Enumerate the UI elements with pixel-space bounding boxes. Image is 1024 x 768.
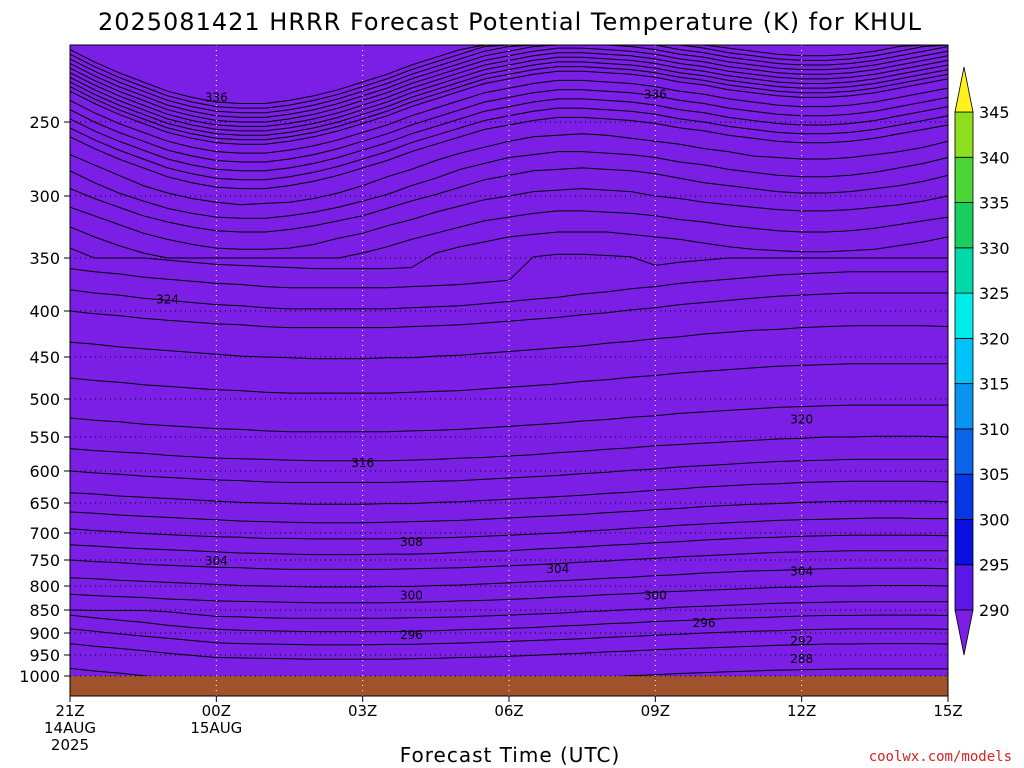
y-tick-label: 650: [29, 494, 60, 513]
x-tick-date: 15AUG: [190, 719, 242, 737]
y-tick-label: 950: [29, 646, 60, 665]
colorbar-segment: [954, 202, 974, 249]
contour-line: [70, 151, 948, 219]
x-tick-label: 03Z: [348, 702, 377, 720]
colorbar-segment: [954, 564, 974, 611]
contour-line: [70, 231, 948, 270]
colorbar-segment: [954, 156, 974, 203]
contour-line: [70, 70, 948, 145]
contour-line: [70, 404, 948, 433]
colorbar-tick-label: 290: [979, 601, 1010, 620]
contour-line: [70, 567, 948, 588]
colorbar-segment: [954, 383, 974, 430]
y-tick-label: 350: [29, 249, 60, 268]
colorbar-segment: [954, 337, 974, 385]
y-tick-label: 750: [29, 551, 60, 570]
contour-line: [70, 61, 948, 136]
contour-label: 296: [400, 628, 423, 642]
colorbar-segment: [954, 473, 974, 520]
contour-label: 304: [205, 554, 228, 568]
x-tick-label: 06Z: [494, 702, 523, 720]
colorbar-tick-label: 340: [979, 148, 1010, 167]
y-tick-label: 550: [29, 428, 60, 447]
colorbar-tick-label: 325: [979, 284, 1010, 303]
x-axis-label: Forecast Time (UTC): [400, 743, 621, 767]
contour-labels: 336 336 324 320 316 308 304 304 304 300 300 296 296 2…: [156, 87, 813, 666]
contour-label: 292: [790, 634, 813, 648]
x-tick-label: 12Z: [787, 702, 816, 720]
colorbar-tick-label: 310: [979, 420, 1010, 439]
x-tick-date: 14AUG: [44, 719, 96, 737]
y-tick-label: 300: [29, 187, 60, 206]
contour-label: 296: [693, 616, 716, 630]
contour-line: [70, 66, 948, 141]
colorbar-tick-label: 335: [979, 194, 1010, 213]
contour-label: 304: [790, 564, 813, 578]
contour-label: 300: [644, 589, 667, 603]
colorbar-tick-label: 320: [979, 329, 1010, 348]
y-tick-label: 400: [29, 302, 60, 321]
y-tick-label: 250: [29, 113, 60, 132]
y-tick-label: 500: [29, 390, 60, 409]
contour-label: 300: [400, 589, 423, 603]
contour-label: 316: [351, 456, 374, 470]
colorbar-tick-label: 300: [979, 510, 1010, 529]
contour-line: [70, 325, 948, 360]
colorbar-segment: [954, 519, 974, 566]
contour-line: [70, 79, 948, 154]
contour-line: [70, 210, 948, 259]
colorbar-segment: [954, 428, 974, 475]
y-axis-ticks: 250 300 350 400 450 500 550 600 650 700 750 800 850 9…: [19, 113, 70, 686]
x-tick-label: 00Z: [202, 702, 231, 720]
y-tick-label: 1000: [19, 667, 60, 686]
colorbar-lower-extension: [954, 609, 974, 656]
contour-line: [70, 643, 948, 660]
colorbar-tick-label: 330: [979, 239, 1010, 258]
contour-line: [70, 133, 948, 206]
contour-label: 336: [644, 87, 667, 101]
contour-label: 308: [400, 535, 423, 549]
y-tick-label: 600: [29, 462, 60, 481]
contour-label: 336: [205, 90, 228, 104]
contour-label: 324: [156, 292, 179, 306]
colorbar-segment: [954, 111, 974, 158]
x-tick-label: 21Z: [55, 702, 84, 720]
colorbar: 290 295 300 305 310 315 320 325 330 335 340 345: [954, 66, 1010, 656]
colorbar-tick-label: 305: [979, 465, 1010, 484]
colorbar-segment: [954, 292, 974, 339]
x-tick-year: 2025: [51, 736, 89, 754]
colorbar-tick-label: 345: [979, 103, 1010, 122]
colorbar-tick-label: 295: [979, 556, 1010, 575]
contour-line: [70, 628, 948, 646]
y-tick-label: 700: [29, 524, 60, 543]
colorbar-upper-extension: [954, 66, 974, 113]
contour-line: [70, 271, 948, 310]
contour-label: 288: [790, 652, 813, 666]
credit-text: coolwx.com/models: [869, 749, 1012, 765]
x-tick-label: 15Z: [933, 702, 962, 720]
colorbar-tick-label: 315: [979, 375, 1010, 394]
grid-lines: [70, 45, 948, 696]
y-tick-label: 450: [29, 348, 60, 367]
contour-line: [70, 480, 948, 505]
colorbar-segment: [954, 247, 974, 294]
y-tick-label: 800: [29, 577, 60, 596]
y-tick-label: 900: [29, 624, 60, 643]
contour-label: 320: [790, 413, 813, 427]
chart-title: 2025081421 HRRR Forecast Potential Tempe…: [98, 8, 922, 36]
contour-line: [70, 500, 948, 524]
y-tick-label: 850: [29, 601, 60, 620]
contour-label: 304: [546, 562, 569, 576]
x-tick-label: 09Z: [641, 702, 670, 720]
